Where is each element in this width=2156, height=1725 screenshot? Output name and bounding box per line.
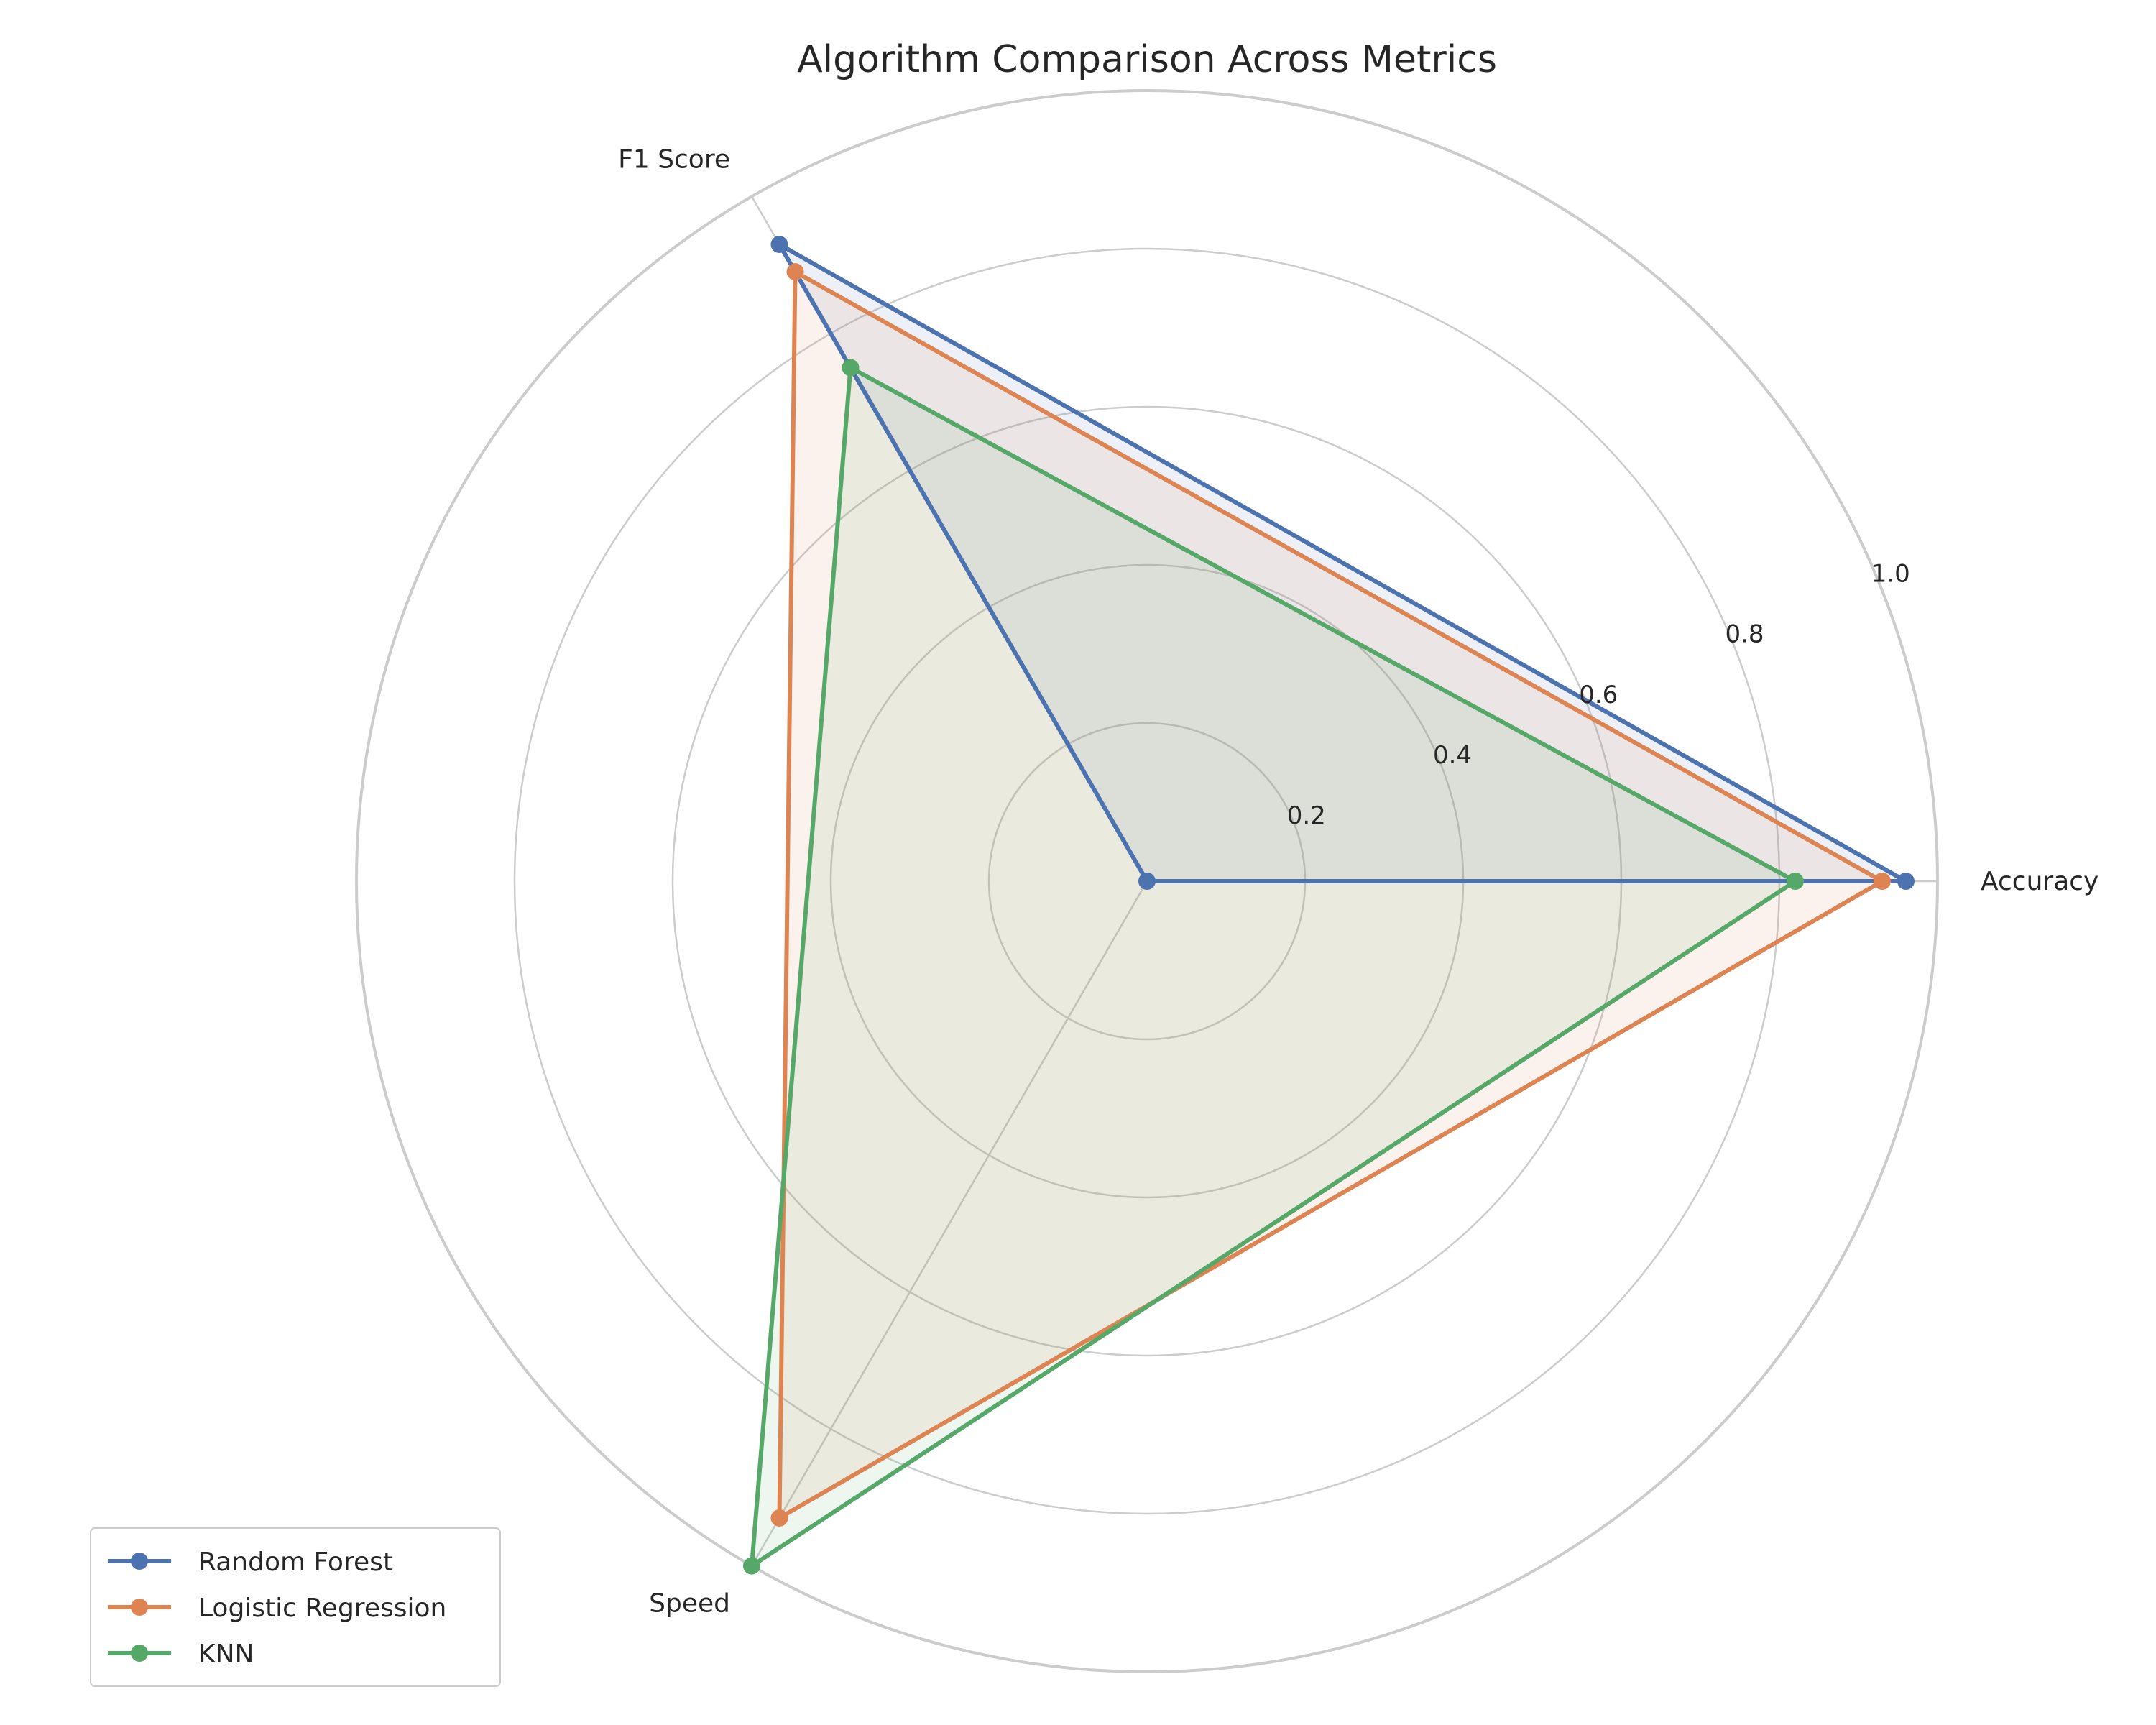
radial-tick-label: 0.4 [1433,741,1472,770]
series-fill [779,272,1882,1518]
axis-labels: Accuracy F1 Score Speed [618,144,2099,1618]
series-line [777,270,1884,1520]
radial-tick-label: 0.8 [1725,620,1764,649]
legend: Random Forest Logistic Regression KNN [90,1527,501,1687]
radial-tick-label: 0.6 [1579,681,1618,709]
chart-title: Algorithm Comparison Across Metrics [797,38,1497,81]
legend-key-marker [131,1552,148,1570]
data-point [743,1557,760,1575]
data-point [786,263,804,281]
series-line [750,365,1797,1568]
radial-tick-labels: 0.2 0.4 0.6 0.8 1.0 [1287,559,1910,830]
legend-label-logistic-regression: Logistic Regression [198,1593,446,1623]
series-line [777,242,1908,883]
radial-tick-label: 1.0 [1871,559,1910,588]
data-point [770,1509,788,1527]
legend-key-marker [131,1598,148,1616]
series-fill [752,367,1795,1566]
radial-tick-label: 0.2 [1287,801,1326,830]
data-point [1787,873,1804,890]
axis-label-speed: Speed [649,1589,730,1619]
data-point [1138,873,1156,890]
axis-label-f1-score: F1 Score [618,144,730,174]
legend-key-marker [131,1644,148,1662]
legend-frame [90,1527,501,1687]
data-point [842,359,860,377]
axis-label-accuracy: Accuracy [1981,867,2099,896]
series-points [743,236,1915,1575]
legend-label-random-forest: Random Forest [198,1547,393,1577]
data-point [770,236,788,254]
data-point [1897,873,1915,890]
grid-spoke [750,880,1148,1567]
data-point [1874,873,1891,890]
legend-label-knn: KNN [198,1639,254,1669]
series-lines [750,242,1908,1568]
